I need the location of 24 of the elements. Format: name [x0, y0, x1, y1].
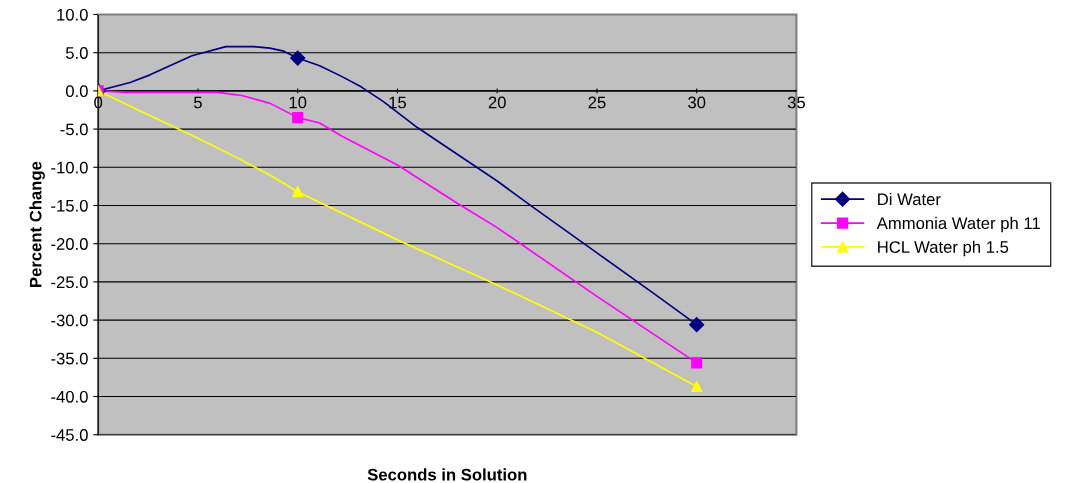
legend-label: HCL Water ph 1.5 — [878, 240, 1009, 257]
x-tick-label: 15 — [389, 96, 407, 109]
y-tick-label: -15.0 — [51, 199, 88, 212]
x-tick-label: 20 — [488, 96, 506, 109]
x-tick-label: 35 — [787, 96, 805, 109]
y-axis-title: Percent Change — [29, 161, 45, 287]
y-tick-label: -35.0 — [51, 352, 88, 365]
legend-label: Ammonia Water ph 11 — [876, 216, 1040, 233]
x-tick-label: 10 — [289, 96, 307, 109]
y-tick-label: -30.0 — [51, 314, 88, 327]
y-tick-label: 0.0 — [65, 85, 88, 98]
y-tick-label: 10.0 — [57, 8, 88, 21]
legend-label: Di Water — [878, 192, 941, 206]
y-tick-label: -45.0 — [51, 429, 88, 441]
x-axis-title: Seconds in Solution — [367, 468, 527, 481]
y-tick-label: -5.0 — [60, 123, 88, 136]
y-tick-label: -20.0 — [51, 238, 88, 250]
x-tick-label: 5 — [193, 96, 202, 109]
x-tick-label: 25 — [588, 96, 606, 109]
y-tick-label: -10.0 — [51, 161, 88, 174]
y-tick-label: 5.0 — [65, 47, 88, 59]
x-tick-label: 30 — [688, 96, 706, 109]
y-tick-label: -25.0 — [51, 276, 88, 289]
y-tick-label: -40.0 — [51, 390, 88, 403]
